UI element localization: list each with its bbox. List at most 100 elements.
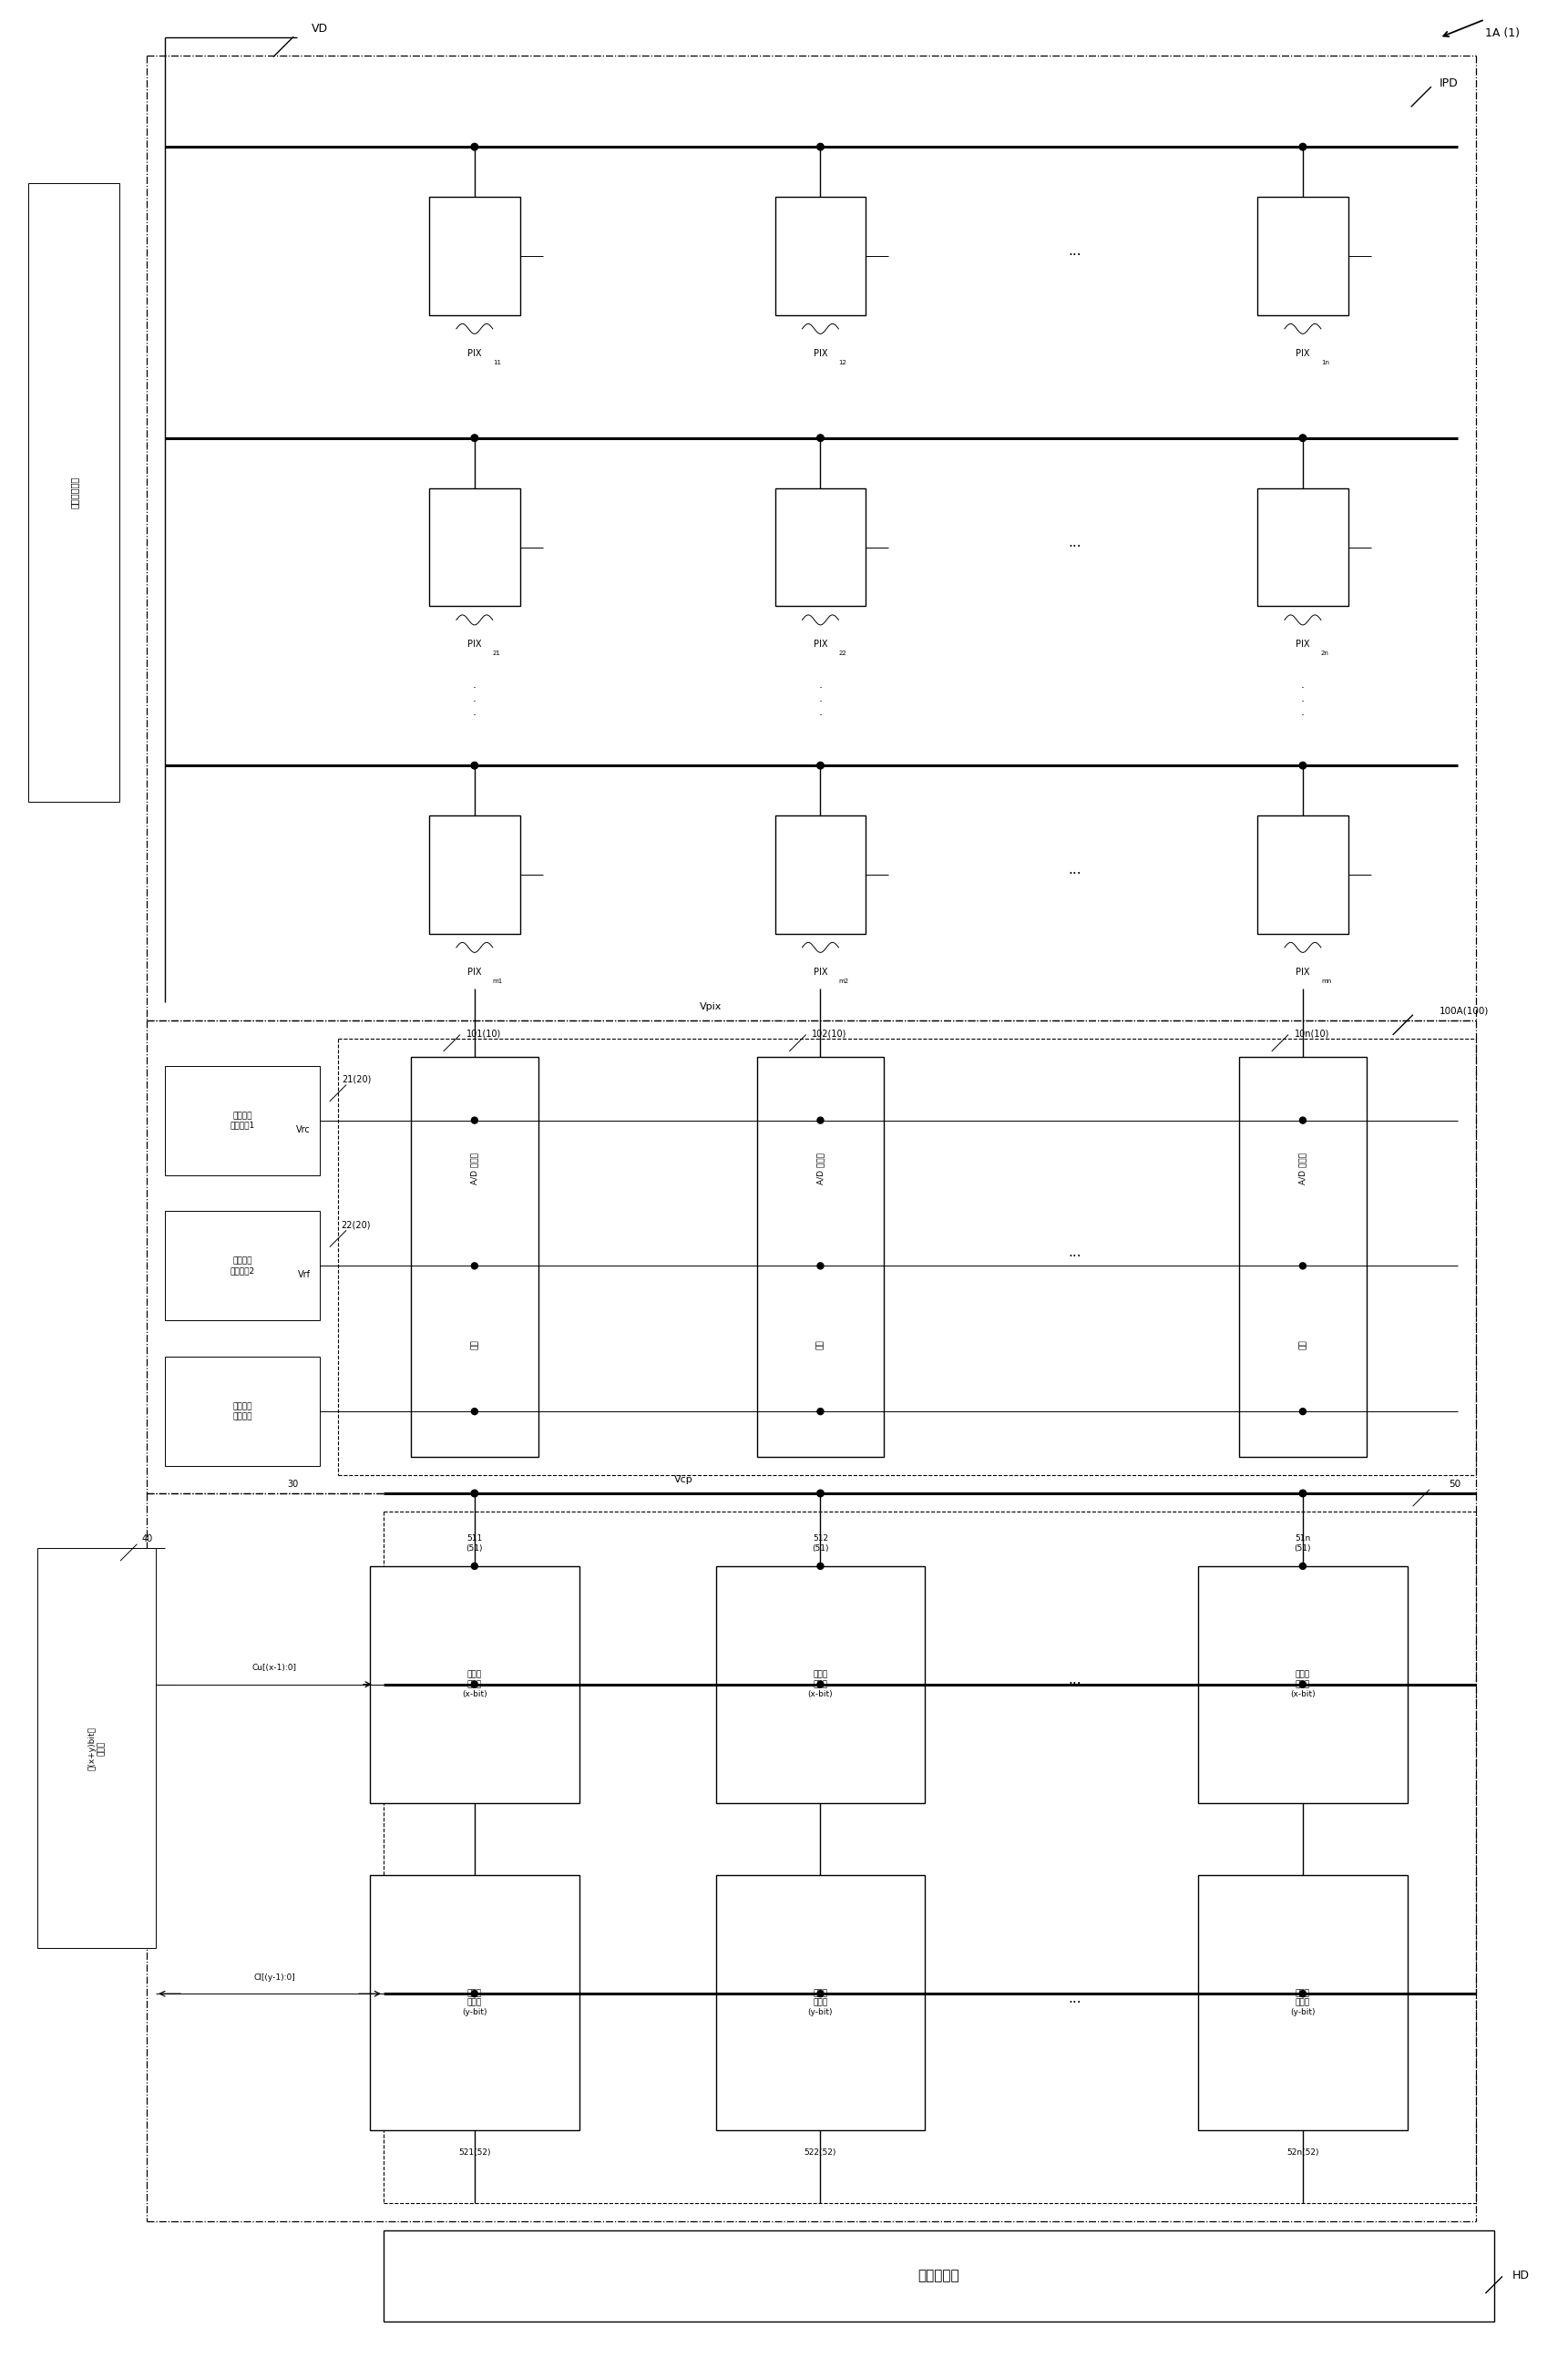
Text: 低位用
存储区
(y-bit): 低位用 存储区 (y-bit)	[808, 1989, 833, 2018]
Text: PIX: PIX	[467, 348, 481, 358]
Circle shape	[1300, 144, 1306, 149]
Text: ·
·
·: · · ·	[472, 682, 477, 722]
Text: 1A (1): 1A (1)	[1485, 26, 1519, 38]
Circle shape	[472, 1262, 478, 1269]
Circle shape	[1300, 1409, 1306, 1414]
Circle shape	[817, 1681, 823, 1688]
Text: 单元: 单元	[817, 1340, 825, 1350]
Text: 控制信号
生成电路: 控制信号 生成电路	[232, 1402, 252, 1421]
Circle shape	[817, 144, 823, 149]
Text: 高位用
存储区
(x-bit): 高位用 存储区 (x-bit)	[808, 1672, 833, 1698]
Text: ···: ···	[1068, 867, 1082, 881]
Text: 1n: 1n	[1320, 360, 1330, 365]
Circle shape	[1300, 762, 1306, 770]
Bar	[715, 1875, 925, 2131]
Circle shape	[1300, 1563, 1306, 1570]
Circle shape	[1300, 1118, 1306, 1122]
Bar	[775, 815, 866, 933]
Text: PIX: PIX	[1295, 969, 1309, 976]
Bar	[1258, 815, 1348, 933]
Text: 522(52): 522(52)	[804, 2148, 836, 2157]
Text: Vrf: Vrf	[298, 1269, 310, 1279]
Circle shape	[817, 1118, 823, 1122]
Circle shape	[817, 1409, 823, 1414]
Bar	[1239, 1056, 1366, 1456]
Bar	[430, 197, 521, 315]
Text: 102(10): 102(10)	[812, 1030, 847, 1040]
Circle shape	[1300, 1681, 1306, 1688]
Text: m2: m2	[839, 978, 848, 983]
Circle shape	[472, 1681, 478, 1688]
Text: 12: 12	[839, 360, 847, 365]
Text: PIX: PIX	[1295, 348, 1309, 358]
Text: ···: ···	[1068, 1996, 1082, 2010]
Text: 2n: 2n	[1320, 651, 1330, 656]
Text: Vrc: Vrc	[296, 1125, 310, 1134]
Text: Vcp: Vcp	[674, 1475, 693, 1485]
Text: 低位用
存储区
(y-bit): 低位用 存储区 (y-bit)	[463, 1989, 488, 2018]
Bar	[1198, 1875, 1408, 2131]
Bar	[1258, 488, 1348, 606]
Text: ···: ···	[1068, 1250, 1082, 1265]
Text: 511
(51): 511 (51)	[466, 1534, 483, 1551]
Circle shape	[817, 762, 823, 770]
Bar	[1198, 1565, 1408, 1802]
Text: PIX: PIX	[814, 348, 828, 358]
Text: IPD: IPD	[1439, 78, 1458, 90]
Text: 30: 30	[287, 1480, 298, 1489]
Circle shape	[817, 1991, 823, 1996]
Text: m1: m1	[492, 978, 503, 983]
Text: 斜坡电压
生成电路1: 斜坡电压 生成电路1	[230, 1111, 256, 1130]
Bar	[384, 2231, 1494, 2321]
Text: ·
·
·: · · ·	[818, 682, 822, 722]
Circle shape	[470, 1489, 478, 1497]
Circle shape	[470, 762, 478, 770]
Text: 51n
(51): 51n (51)	[1294, 1534, 1311, 1551]
Text: 100A(100): 100A(100)	[1439, 1006, 1490, 1016]
Text: （(x+y)bit）
计数器: （(x+y)bit） 计数器	[88, 1726, 105, 1769]
Bar	[165, 1357, 320, 1466]
Text: 512
(51): 512 (51)	[812, 1534, 829, 1551]
Text: 低位用
存储区
(y-bit): 低位用 存储区 (y-bit)	[1290, 1989, 1316, 2018]
Text: 40: 40	[141, 1534, 152, 1544]
Text: 521(52): 521(52)	[458, 2148, 491, 2157]
Text: PIX: PIX	[467, 639, 481, 649]
Circle shape	[472, 1118, 478, 1122]
Text: 22(20): 22(20)	[342, 1220, 372, 1229]
Circle shape	[1300, 1991, 1306, 1996]
Circle shape	[1300, 1262, 1306, 1269]
Text: 单元: 单元	[1298, 1340, 1306, 1350]
Circle shape	[472, 1563, 478, 1570]
Circle shape	[817, 1489, 823, 1497]
Circle shape	[1300, 1489, 1306, 1497]
Bar	[38, 1549, 155, 1949]
Circle shape	[817, 433, 823, 440]
Bar	[1258, 197, 1348, 315]
Text: A/D 转换器: A/D 转换器	[817, 1153, 825, 1184]
Text: 21(20): 21(20)	[342, 1075, 372, 1085]
Text: A/D 转换器: A/D 转换器	[470, 1153, 478, 1184]
Text: VD: VD	[312, 24, 328, 36]
Text: A/D 转换器: A/D 转换器	[1298, 1153, 1306, 1184]
Text: ···: ···	[1068, 540, 1082, 554]
Bar	[715, 1565, 925, 1802]
Circle shape	[470, 433, 478, 440]
Text: PIX: PIX	[1295, 639, 1309, 649]
Text: ···: ···	[1068, 249, 1082, 263]
Text: PIX: PIX	[814, 969, 828, 976]
Circle shape	[472, 1409, 478, 1414]
Circle shape	[470, 144, 478, 149]
Text: 22: 22	[839, 651, 847, 656]
Text: 50: 50	[1449, 1480, 1460, 1489]
Text: 高位用
存储区
(x-bit): 高位用 存储区 (x-bit)	[1290, 1672, 1316, 1698]
Bar	[430, 488, 521, 606]
Text: 水平译码器: 水平译码器	[917, 2269, 960, 2283]
Text: 52n(52): 52n(52)	[1287, 2148, 1319, 2157]
Bar	[775, 488, 866, 606]
Text: 垂直扫描电路: 垂直扫描电路	[69, 476, 78, 509]
Bar	[28, 182, 119, 803]
Circle shape	[472, 1991, 478, 1996]
Text: PIX: PIX	[467, 969, 481, 976]
Circle shape	[817, 1262, 823, 1269]
Text: HD: HD	[1512, 2271, 1529, 2283]
